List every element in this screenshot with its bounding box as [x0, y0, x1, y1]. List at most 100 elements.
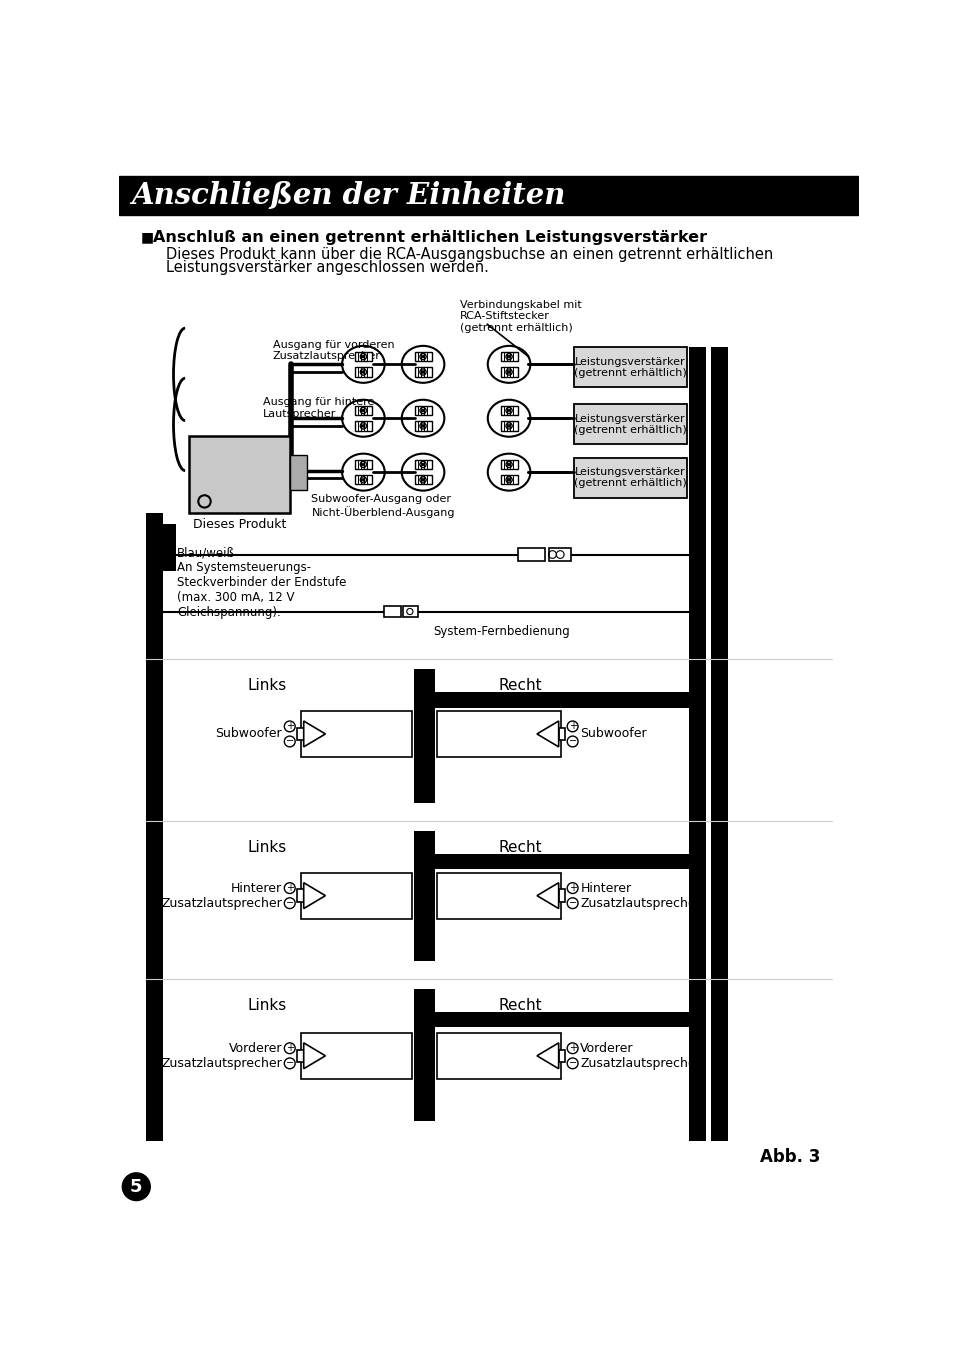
- Text: Subwoofer-Ausgang oder
Nicht-Überblend-Ausgang: Subwoofer-Ausgang oder Nicht-Überblend-A…: [311, 493, 455, 518]
- Circle shape: [507, 409, 510, 412]
- Text: Recht: Recht: [498, 679, 542, 694]
- Bar: [414, 989, 435, 1121]
- Circle shape: [122, 1173, 150, 1201]
- Text: −: −: [568, 898, 576, 908]
- Text: Hinterer
Zusatzlautsprecher: Hinterer Zusatzlautsprecher: [579, 882, 700, 909]
- Text: Anschließen der Einheiten: Anschließen der Einheiten: [132, 182, 565, 210]
- Bar: [436, 711, 560, 757]
- Text: Subwoofer: Subwoofer: [579, 728, 646, 740]
- Text: +: +: [286, 721, 294, 732]
- Text: Dieses Produkt: Dieses Produkt: [193, 519, 286, 531]
- Circle shape: [507, 478, 510, 481]
- Text: −: −: [568, 1058, 576, 1068]
- Polygon shape: [537, 882, 558, 909]
- Bar: [414, 854, 688, 870]
- Bar: [355, 459, 372, 469]
- Text: System-Fernbedienung: System-Fernbedienung: [433, 625, 569, 638]
- Bar: [119, 176, 858, 215]
- Bar: [415, 421, 431, 431]
- Text: +: +: [286, 1043, 294, 1053]
- Bar: [415, 476, 431, 485]
- Circle shape: [421, 478, 424, 481]
- Circle shape: [507, 371, 510, 374]
- Circle shape: [361, 371, 364, 374]
- Circle shape: [421, 409, 424, 412]
- Bar: [146, 524, 175, 570]
- Bar: [414, 1012, 688, 1027]
- Text: Anschluß an einen getrennt erhältlichen Leistungsverstärker: Anschluß an einen getrennt erhältlichen …: [153, 229, 707, 245]
- Text: Leistungsverstärker
(getrennt erhältlich): Leistungsverstärker (getrennt erhältlich…: [574, 413, 686, 435]
- Bar: [558, 728, 564, 740]
- Text: Links: Links: [247, 679, 286, 694]
- Text: Recht: Recht: [498, 999, 542, 1014]
- Text: +: +: [568, 883, 576, 893]
- Text: Leistungsverstärker
(getrennt erhältlich): Leistungsverstärker (getrennt erhältlich…: [574, 356, 686, 378]
- Bar: [384, 606, 401, 617]
- Text: 5: 5: [130, 1177, 142, 1195]
- Circle shape: [421, 371, 424, 374]
- Bar: [297, 1050, 303, 1062]
- Polygon shape: [303, 882, 325, 909]
- Polygon shape: [537, 1043, 558, 1069]
- Bar: [415, 406, 431, 415]
- Text: +: +: [568, 721, 576, 732]
- Text: +: +: [568, 1043, 576, 1053]
- Bar: [415, 352, 431, 362]
- Bar: [290, 455, 307, 491]
- Circle shape: [361, 478, 364, 481]
- Text: Dieses Produkt kann über die RCA-Ausgangsbuchse an einen getrennt erhältlichen: Dieses Produkt kann über die RCA-Ausgang…: [166, 248, 772, 263]
- Text: ■: ■: [141, 230, 154, 244]
- Text: Links: Links: [247, 999, 286, 1014]
- Bar: [574, 404, 686, 444]
- Bar: [189, 436, 290, 514]
- Bar: [415, 459, 431, 469]
- Text: Hinterer
Zusatzlautsprecher: Hinterer Zusatzlautsprecher: [161, 882, 282, 909]
- Circle shape: [507, 355, 510, 358]
- Bar: [355, 367, 372, 377]
- Text: Leistungsverstärker angeschlossen werden.: Leistungsverstärker angeschlossen werden…: [166, 260, 488, 275]
- Bar: [355, 476, 372, 485]
- Bar: [517, 549, 545, 561]
- Bar: [301, 873, 412, 919]
- Polygon shape: [303, 721, 325, 747]
- Bar: [558, 889, 564, 902]
- Bar: [574, 458, 686, 497]
- Bar: [574, 347, 686, 388]
- Bar: [500, 406, 517, 415]
- Text: −: −: [285, 1058, 294, 1068]
- Text: Links: Links: [247, 840, 286, 855]
- Text: Vorderer
Zusatzlautsprecher: Vorderer Zusatzlautsprecher: [579, 1042, 700, 1070]
- Text: Blau/weiß
An Systemsteuerungs-
Steckverbinder der Endstufe
(max. 300 mA, 12 V
Gl: Blau/weiß An Systemsteuerungs- Steckverb…: [177, 546, 346, 619]
- Circle shape: [421, 355, 424, 358]
- Circle shape: [361, 409, 364, 412]
- Bar: [355, 421, 372, 431]
- Bar: [414, 692, 688, 707]
- Text: Vorderer
Zusatzlautsprecher: Vorderer Zusatzlautsprecher: [161, 1042, 282, 1070]
- Circle shape: [361, 355, 364, 358]
- Text: Leistungsverstärker
(getrennt erhältlich): Leistungsverstärker (getrennt erhältlich…: [574, 466, 686, 488]
- Circle shape: [361, 463, 364, 466]
- Bar: [414, 831, 435, 961]
- Bar: [710, 347, 727, 1141]
- Bar: [688, 347, 705, 1141]
- Bar: [414, 669, 435, 804]
- Bar: [500, 367, 517, 377]
- Bar: [558, 1050, 564, 1062]
- Polygon shape: [537, 721, 558, 747]
- Circle shape: [361, 424, 364, 427]
- Bar: [301, 711, 412, 757]
- Text: −: −: [568, 737, 576, 747]
- Bar: [355, 406, 372, 415]
- Text: Recht: Recht: [498, 840, 542, 855]
- Text: −: −: [285, 898, 294, 908]
- Circle shape: [507, 463, 510, 466]
- Bar: [415, 367, 431, 377]
- Bar: [436, 873, 560, 919]
- Bar: [402, 606, 418, 617]
- Bar: [355, 352, 372, 362]
- Bar: [297, 889, 303, 902]
- Bar: [549, 549, 571, 561]
- Bar: [500, 352, 517, 362]
- Text: Verbindungskabel mit
RCA-Stiftstecker
(getrennt erhältlich): Verbindungskabel mit RCA-Stiftstecker (g…: [459, 299, 581, 333]
- Text: −: −: [285, 737, 294, 747]
